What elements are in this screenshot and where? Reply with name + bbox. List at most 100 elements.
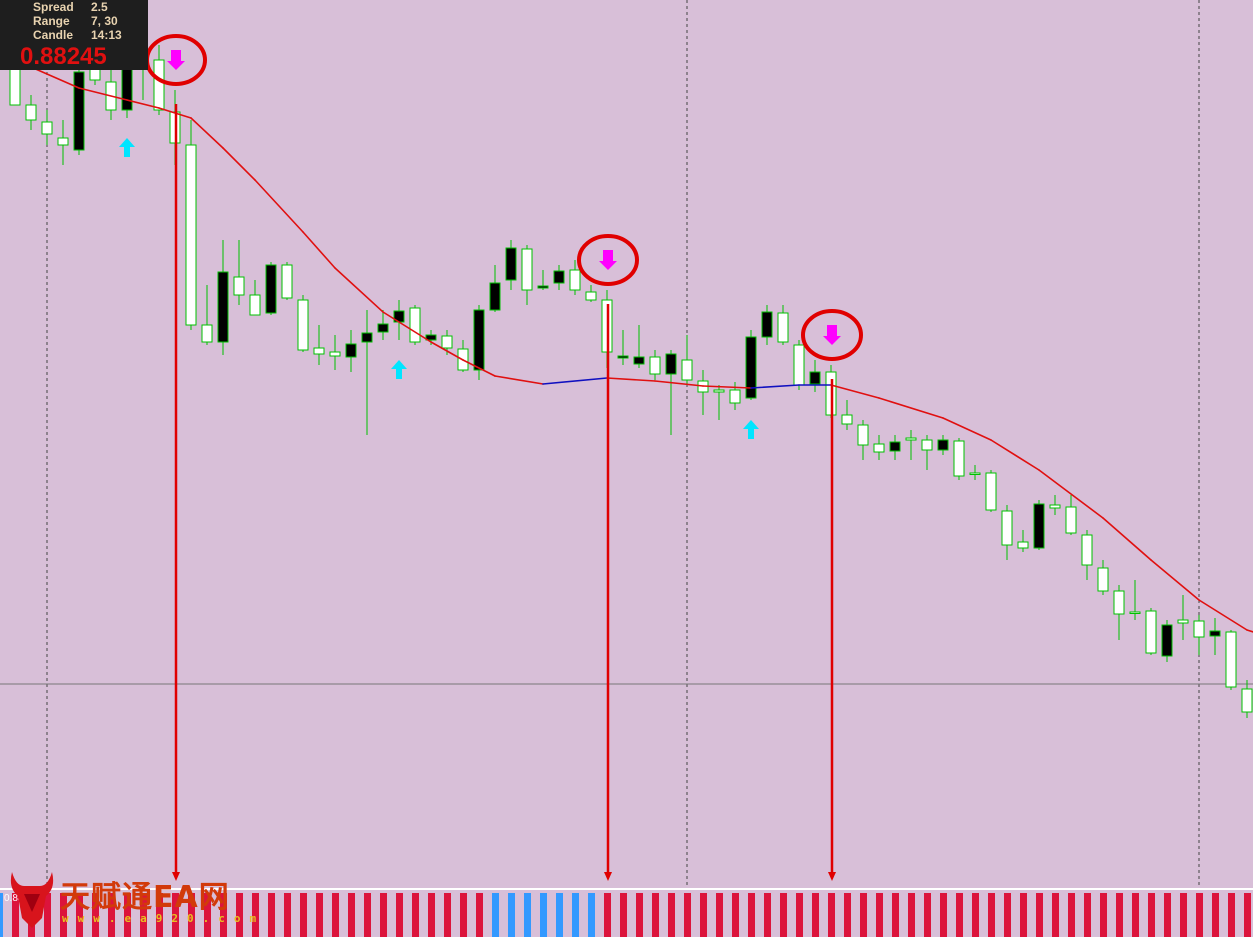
candle-body — [121, 62, 133, 111]
histogram-bar — [988, 893, 995, 937]
range-label: Range — [33, 14, 70, 28]
histogram-bar — [1036, 893, 1043, 937]
candle-body — [1017, 541, 1029, 549]
spread-row: Spread 2.5 — [33, 0, 108, 14]
moving-average-segment — [334, 267, 384, 313]
sell-signal-arrowhead-icon — [828, 872, 836, 881]
histogram-bar — [76, 893, 83, 937]
moving-average-segment — [494, 375, 544, 385]
histogram-bar — [844, 893, 851, 937]
histogram-bar — [364, 893, 371, 937]
histogram-bar — [748, 893, 755, 937]
candle-body — [1065, 506, 1077, 534]
sell-arrow-icon — [167, 50, 185, 70]
candle-body — [217, 271, 229, 343]
candle-body — [777, 312, 789, 343]
moving-average-segment — [1038, 469, 1104, 519]
moving-average-segment — [750, 384, 800, 389]
histogram-bar — [812, 893, 819, 937]
moving-average-segment — [606, 377, 656, 382]
histogram-bar — [1180, 893, 1187, 937]
candle-body — [489, 282, 501, 311]
candle-body — [857, 424, 869, 446]
candle-body — [745, 336, 757, 399]
candle-body — [537, 285, 549, 289]
histogram-bar — [284, 893, 291, 937]
histogram-bar — [620, 893, 627, 937]
histogram-bar — [892, 893, 899, 937]
candle-body — [793, 344, 805, 386]
histogram-bar — [908, 893, 915, 937]
candle-body — [841, 414, 853, 425]
current-price: 0.88245 — [20, 43, 107, 70]
candle-body — [73, 71, 85, 151]
candle-body — [505, 247, 517, 281]
histogram-bar — [1212, 893, 1219, 937]
candle-body — [201, 324, 213, 343]
candle-body — [249, 294, 261, 316]
candle-body — [873, 443, 885, 453]
histogram-bar — [652, 893, 659, 937]
histogram-bar — [444, 893, 451, 937]
candle-body — [569, 269, 581, 291]
histogram-bar — [684, 893, 691, 937]
histogram-bar — [172, 893, 179, 937]
candle-body — [1225, 631, 1237, 688]
histogram-bar — [12, 893, 19, 937]
candle-body — [553, 270, 565, 284]
sell-signal-arrowhead-icon — [604, 872, 612, 881]
histogram-bar — [972, 893, 979, 937]
candle-body — [1033, 503, 1045, 549]
moving-average-segment — [302, 231, 336, 269]
candle-body — [473, 309, 485, 371]
candle-body — [233, 276, 245, 296]
histogram-bar — [220, 893, 227, 937]
histogram-bar — [780, 893, 787, 937]
histogram-bar — [476, 893, 483, 937]
histogram-bar — [572, 893, 579, 937]
histogram-bar — [236, 893, 243, 937]
candle-body — [649, 356, 661, 375]
histogram-bar — [604, 893, 611, 937]
candle-body — [969, 472, 981, 475]
moving-average-segment — [942, 417, 992, 441]
watermark-brand: 天赋通EA网 — [60, 880, 230, 915]
histogram-bar — [1020, 893, 1027, 937]
candle-body — [1081, 534, 1093, 566]
histogram-bar — [156, 893, 163, 937]
histogram-bar — [524, 893, 531, 937]
histogram-bar — [540, 893, 547, 937]
candle-body — [617, 355, 629, 359]
moving-average-segment — [78, 87, 128, 101]
histogram-bar — [764, 893, 771, 937]
histogram-bar — [332, 893, 339, 937]
bull-logo-icon — [10, 872, 54, 928]
candle-body — [761, 311, 773, 338]
histogram-bar — [1148, 893, 1155, 937]
sell-signal-circle — [577, 234, 639, 286]
candle-body — [1145, 610, 1157, 654]
histogram-bar — [0, 893, 3, 937]
histogram-bar — [668, 893, 675, 937]
histogram-bar — [1068, 893, 1075, 937]
candle-body — [361, 332, 373, 343]
histogram-bar — [92, 893, 99, 937]
candle-body — [281, 264, 293, 299]
buy-arrow-icon — [391, 360, 407, 379]
histogram-bar — [188, 893, 195, 937]
candle-body — [153, 59, 165, 111]
moving-average-segment — [126, 99, 160, 109]
histogram-bar — [1244, 893, 1251, 937]
histogram-bar — [924, 893, 931, 937]
histogram-bar — [876, 893, 883, 937]
histogram-bar — [636, 893, 643, 937]
histogram-bar — [956, 893, 963, 937]
histogram-bar — [1196, 893, 1203, 937]
histogram-bar — [428, 893, 435, 937]
candle-body — [425, 334, 437, 341]
histogram-bar — [252, 893, 259, 937]
moving-average-segment — [1246, 629, 1253, 633]
candle-body — [409, 307, 421, 343]
candle-body — [1161, 624, 1173, 657]
